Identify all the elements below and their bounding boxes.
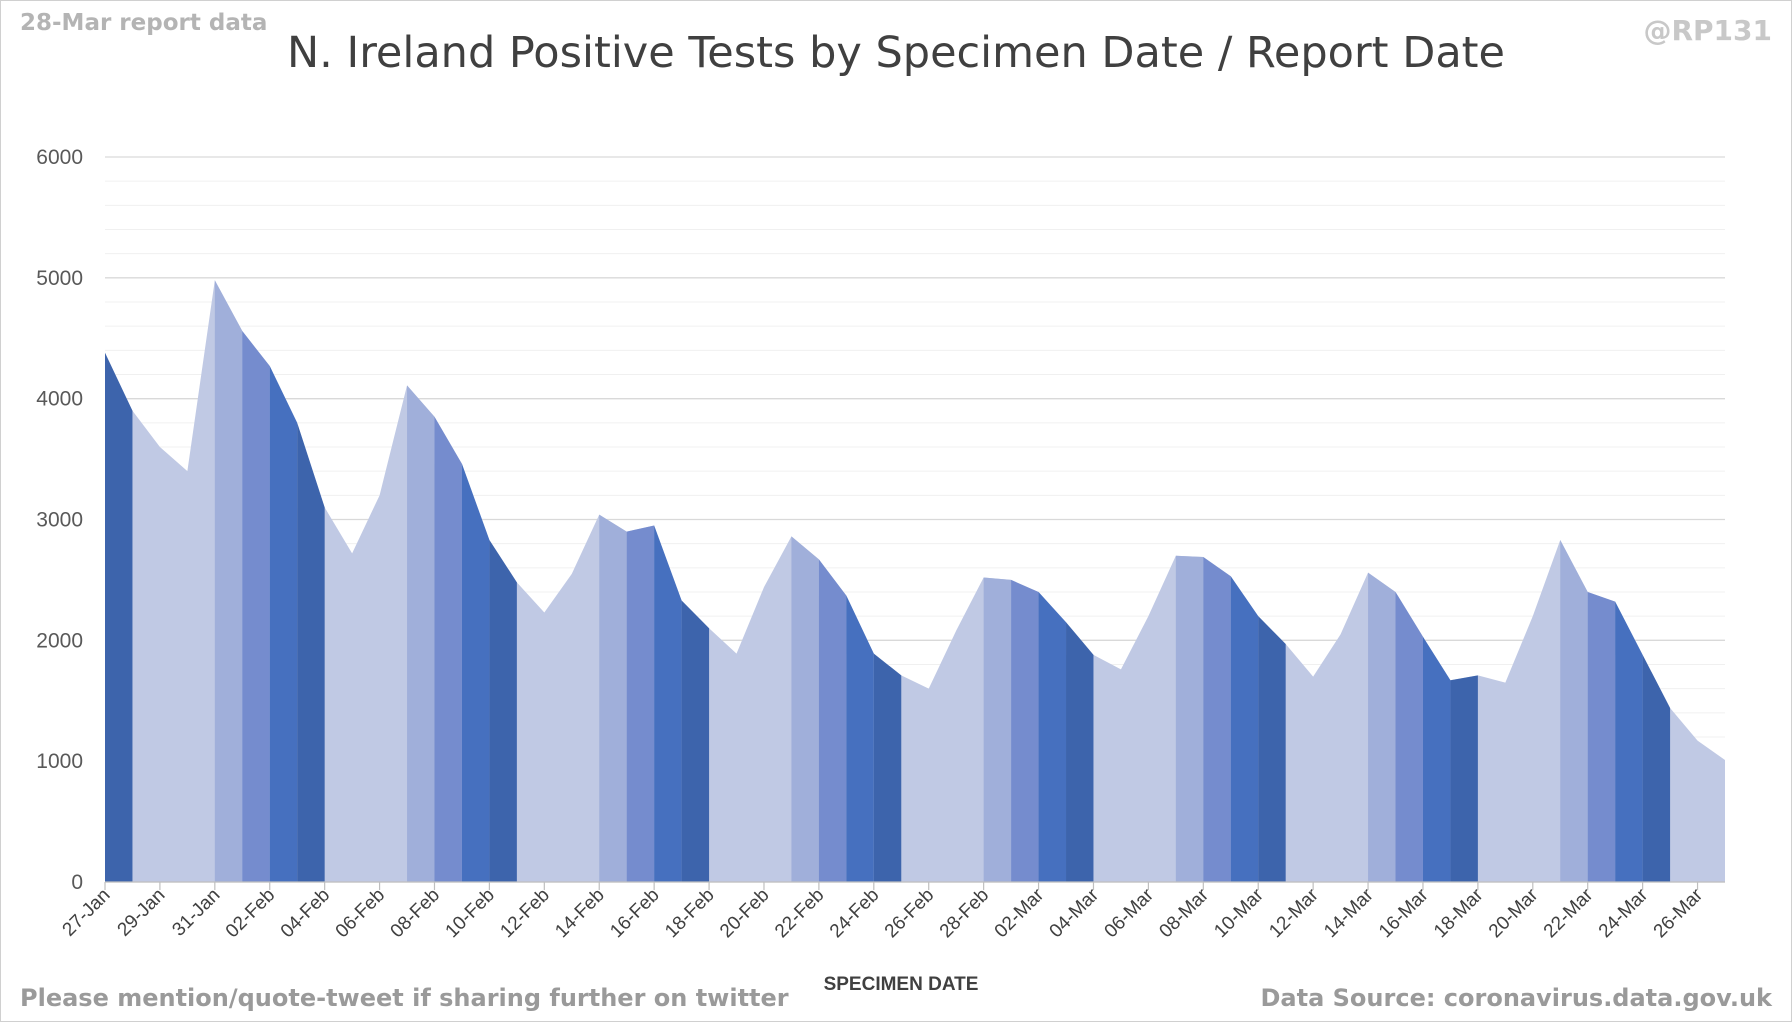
x-tick-label: 16-Mar	[1375, 884, 1433, 942]
x-tick-label: 29-Jan	[114, 885, 170, 941]
x-tick-label: 14-Mar	[1320, 884, 1378, 942]
y-tick-label: 4000	[36, 388, 83, 411]
area-series-report-layer	[1230, 576, 1259, 882]
area-series-total	[105, 280, 1725, 882]
area-series-report-layer	[242, 331, 270, 882]
x-tick-label: 10-Feb	[442, 885, 499, 942]
area-series-report-layer	[983, 577, 1012, 882]
x-tick-label: 12-Mar	[1265, 884, 1323, 942]
area-series-report-layer	[1422, 636, 1451, 882]
area-series-report-layer	[1560, 540, 1588, 882]
author-handle: @RP131	[1643, 14, 1772, 47]
y-tick-label: 6000	[36, 146, 83, 169]
area-series-report-layer	[434, 416, 462, 882]
x-axis-label: SPECIMEN DATE	[823, 974, 979, 995]
x-tick-label: 26-Feb	[881, 885, 938, 942]
x-tick-label: 12-Feb	[496, 885, 553, 942]
area-series-report-layer	[1038, 592, 1067, 882]
x-tick-label: 06-Mar	[1101, 884, 1159, 942]
x-tick-label: 27-Jan	[59, 885, 115, 941]
area-series-report-layer	[105, 352, 133, 882]
x-tick-label: 22-Mar	[1540, 884, 1598, 942]
area-series-report-layer	[846, 595, 874, 882]
area-series-report-layer	[599, 514, 627, 882]
x-tick-label: 20-Mar	[1485, 884, 1543, 942]
x-tick-label: 20-Feb	[716, 885, 773, 942]
area-series-report-layer	[297, 422, 325, 882]
x-tick-label: 24-Mar	[1595, 884, 1653, 942]
x-tick-label: 22-Feb	[771, 885, 828, 942]
x-tick-label: 08-Feb	[387, 885, 444, 942]
area-series-report-layer	[489, 540, 517, 882]
x-tick-label: 26-Mar	[1650, 884, 1708, 942]
x-tick-label: 14-Feb	[551, 885, 608, 942]
x-tick-label: 18-Feb	[661, 885, 718, 942]
area-series-report-layer	[461, 463, 490, 882]
x-tick-label: 28-Feb	[936, 885, 993, 942]
x-tick-label: 02-Mar	[991, 884, 1049, 942]
chart-title: N. Ireland Positive Tests by Specimen Da…	[287, 28, 1505, 78]
area-series-report-layer	[1395, 592, 1423, 882]
x-tick-label: 31-Jan	[168, 885, 224, 941]
area-series-report-layer	[269, 366, 298, 883]
area-series-report-layer	[407, 385, 435, 882]
x-tick-label: 06-Feb	[332, 885, 389, 942]
area-series-report-layer	[626, 525, 655, 882]
y-tick-label: 5000	[36, 267, 83, 290]
area-series-report-layer	[1450, 675, 1478, 882]
area-series-report-layer	[1203, 556, 1231, 882]
area-series	[105, 280, 1725, 883]
area-series-report-layer	[1175, 555, 1204, 882]
area-series-report-layer	[1066, 622, 1094, 882]
x-tick-label: 04-Mar	[1046, 884, 1104, 942]
x-tick-label: 04-Feb	[277, 885, 334, 942]
x-tick-label: 24-Feb	[826, 885, 883, 942]
report-date-label: 28-Mar report data	[20, 10, 268, 36]
y-tick-label: 1000	[36, 750, 83, 773]
data-source: Data Source: coronavirus.data.gov.uk	[1260, 984, 1773, 1012]
area-series-report-layer	[1258, 616, 1286, 882]
share-note: Please mention/quote-tweet if sharing fu…	[20, 984, 789, 1012]
y-tick-label: 3000	[36, 509, 83, 532]
y-tick-label: 2000	[36, 629, 83, 652]
area-series-report-layer	[1587, 592, 1616, 882]
x-tick-label: 16-Feb	[606, 885, 663, 942]
x-tick-label: 10-Mar	[1210, 884, 1268, 942]
area-series-report-layer	[681, 600, 710, 882]
area-series-report-layer	[654, 525, 682, 882]
area-series-report-layer	[1615, 601, 1643, 882]
y-tick-label: 0	[71, 871, 83, 894]
area-series-report-layer	[791, 536, 819, 882]
x-tick-label: 18-Mar	[1430, 884, 1488, 942]
area-series-report-layer	[1642, 654, 1671, 882]
area-series-report-layer	[214, 280, 243, 882]
x-tick-label: 08-Mar	[1155, 884, 1213, 942]
x-tick-label: 02-Feb	[222, 885, 279, 942]
area-series-report-layer	[873, 653, 902, 882]
area-series-report-layer	[1011, 579, 1039, 882]
area-series-report-layer	[1368, 572, 1396, 882]
area-series-report-layer	[818, 559, 847, 882]
